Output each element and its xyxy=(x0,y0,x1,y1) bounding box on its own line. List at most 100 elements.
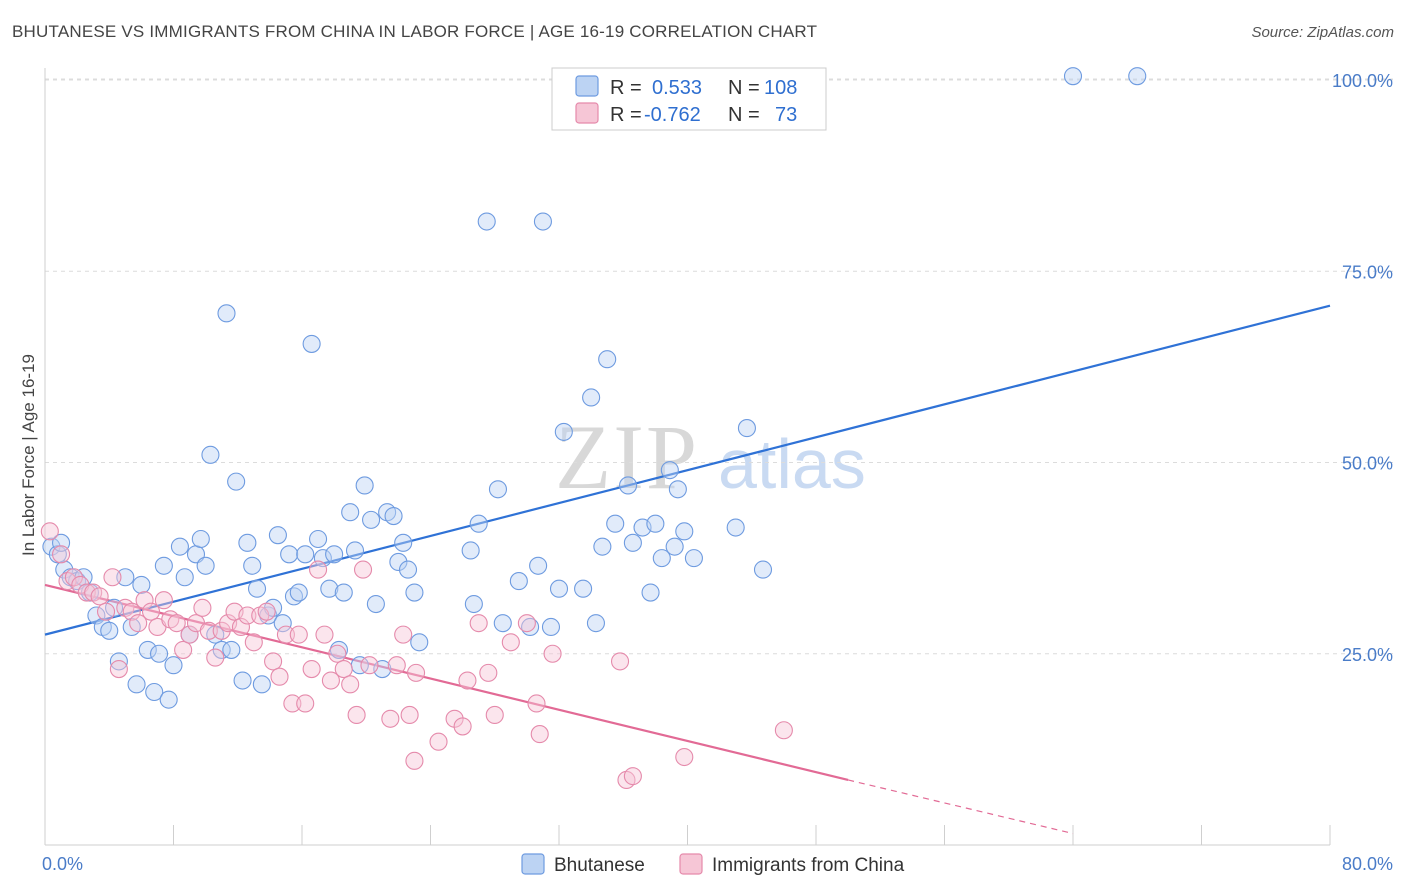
legend-r-label-2: R = xyxy=(610,104,642,126)
bhutanese-point-60 xyxy=(366,594,385,614)
china-point-13 xyxy=(129,614,148,633)
bhutanese-point-82 xyxy=(574,579,593,598)
legend-r-value-2: -0.762 xyxy=(644,104,701,126)
china-point-38 xyxy=(289,625,308,644)
axes xyxy=(44,68,1331,846)
bhutanese-point-78 xyxy=(533,212,552,231)
china-point-68 xyxy=(610,652,630,671)
legend-swatch-pink xyxy=(575,102,599,124)
china-point-3 xyxy=(64,568,83,587)
bhutanese-point-101 xyxy=(753,560,773,579)
china-point-72 xyxy=(774,721,793,740)
china-point-52 xyxy=(394,625,413,644)
series-legend-swatch-pink xyxy=(679,853,703,875)
china-point-63 xyxy=(501,633,520,652)
watermark-atlas: atlas xyxy=(718,425,866,503)
bhutanese-point-50 xyxy=(313,549,332,568)
china-point-33 xyxy=(257,602,276,621)
china-point-14 xyxy=(135,591,154,610)
chart-title: BHUTANESE VS IMMIGRANTS FROM CHINA IN LA… xyxy=(12,22,818,41)
bhutanese-point-3 xyxy=(55,560,74,579)
china-point-43 xyxy=(321,671,340,690)
series-legend-swatch-blue xyxy=(521,853,545,875)
bhutanese-point-49 xyxy=(309,529,328,549)
bhutanese-point-31 xyxy=(212,640,231,659)
bhutanese-point-83 xyxy=(582,388,601,407)
china-point-31 xyxy=(244,633,263,652)
bhutanese-point-37 xyxy=(243,556,262,575)
china-point-15 xyxy=(141,602,161,621)
china-point-19 xyxy=(167,614,186,633)
bhutanese-point-33 xyxy=(222,640,241,659)
china-point-70 xyxy=(623,767,642,786)
china-point-20 xyxy=(174,640,193,659)
bhutanese-point-79 xyxy=(541,617,561,637)
stats-legend: R = 0.533 N = 108 R = -0.762 N = 73 xyxy=(551,67,827,131)
legend-r-value-1: 0.533 xyxy=(652,77,702,99)
bhutanese-point-0 xyxy=(42,537,61,556)
china-point-59 xyxy=(458,671,477,690)
legend-n-value-2: 73 xyxy=(775,104,797,126)
bhutanese-point-29 xyxy=(201,445,220,464)
china-point-1 xyxy=(52,545,71,564)
china-point-37 xyxy=(283,694,302,713)
bhutanese-point-23 xyxy=(170,537,189,556)
bhutanese-point-75 xyxy=(509,572,528,591)
bhutanese-point-70 xyxy=(464,594,483,614)
china-point-65 xyxy=(530,725,549,744)
bhutanese-point-103 xyxy=(1128,67,1147,86)
bhutanese-point-64 xyxy=(389,552,408,572)
china-point-56 xyxy=(429,732,448,751)
legend-n-value-1: 108 xyxy=(764,77,797,99)
china-point-42 xyxy=(315,625,334,644)
bhutanese-point-52 xyxy=(325,545,344,564)
legend-n-label-2: N = xyxy=(728,104,760,126)
bhutanese-point-93 xyxy=(652,549,671,568)
bhutanese-point-47 xyxy=(296,545,315,564)
bhutanese-point-12 xyxy=(109,652,128,671)
china-point-67 xyxy=(543,644,562,663)
bhutanese-point-66 xyxy=(398,560,418,579)
series-legend: Bhutanese Immigrants from China xyxy=(521,853,905,876)
bhutanese-point-22 xyxy=(164,656,183,675)
china-point-54 xyxy=(406,663,426,682)
bhutanese-point-21 xyxy=(159,690,178,709)
bhutanese-point-98 xyxy=(684,549,703,568)
bhutanese-point-80 xyxy=(549,579,569,598)
china-point-26 xyxy=(212,621,231,640)
china-point-60 xyxy=(469,614,488,633)
legend-swatch-blue xyxy=(575,75,599,97)
china-point-9 xyxy=(103,568,122,587)
bhutanese-point-13 xyxy=(116,568,135,587)
bhutanese-point-58 xyxy=(355,476,374,495)
bhutanese-point-18 xyxy=(145,682,164,702)
bhutanese-point-54 xyxy=(334,583,353,602)
bhutanese-point-100 xyxy=(737,419,756,438)
bhutanese-point-32 xyxy=(217,304,236,323)
tick-labels: 25.0% 50.0% 75.0% 100.0% 0.0% 80.0% xyxy=(42,71,1393,874)
bhutanese-point-95 xyxy=(665,537,684,556)
y-tick-label-3: 100.0% xyxy=(1332,71,1393,91)
china-point-50 xyxy=(381,709,400,728)
bhutanese-point-48 xyxy=(302,334,321,353)
bhutanese-point-15 xyxy=(127,675,146,694)
bhutanese-point-86 xyxy=(598,350,617,369)
china-point-10 xyxy=(109,659,128,679)
bhutanese-point-77 xyxy=(529,556,548,575)
bhutanese-point-102 xyxy=(1063,67,1083,86)
bhutanese-point-96 xyxy=(668,480,687,499)
china-point-39 xyxy=(296,694,315,713)
bhutanese-point-8 xyxy=(87,606,106,625)
bhutanese-point-10 xyxy=(100,621,119,640)
china-point-29 xyxy=(231,617,251,637)
bhutanese-point-71 xyxy=(469,514,488,533)
bhutanese-point-19 xyxy=(149,644,169,663)
bhutanese-point-91 xyxy=(641,583,660,602)
china-point-61 xyxy=(479,663,498,682)
bhutanese-point-38 xyxy=(247,579,267,598)
bhutanese-point-84 xyxy=(586,614,605,633)
bhutanese-point-88 xyxy=(619,476,638,495)
bhutanese-point-16 xyxy=(132,575,151,594)
chart-source: Source: ZipAtlas.com xyxy=(1251,24,1394,41)
